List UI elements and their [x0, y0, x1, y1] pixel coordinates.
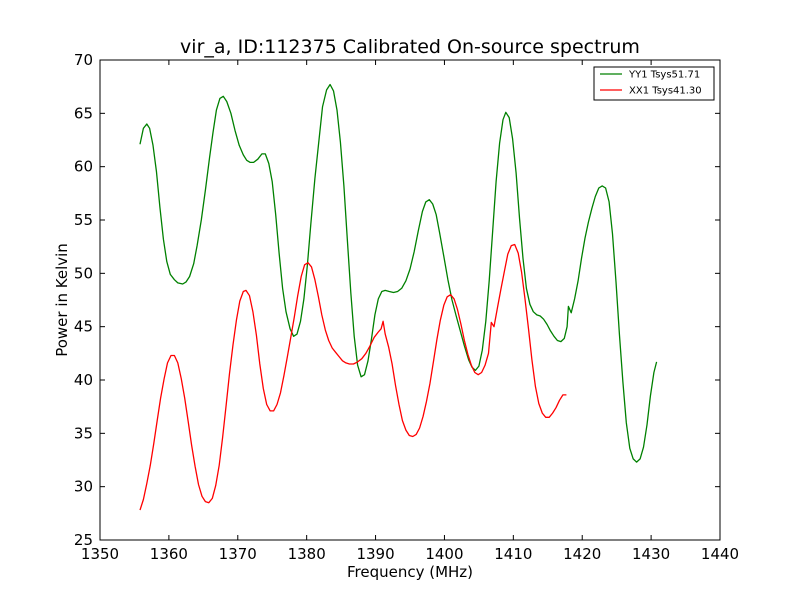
x-tick-label: 1390 — [356, 545, 394, 563]
x-tick-label: 1370 — [219, 545, 257, 563]
y-axis-label: Power in Kelvin — [53, 243, 71, 357]
y-tick-label: 45 — [74, 318, 93, 336]
x-tick-label: 1410 — [494, 545, 532, 563]
y-tick-label: 60 — [74, 158, 93, 176]
series-line-yy1 — [139, 83, 658, 463]
y-axis-ticks: 25 30 35 40 45 50 55 60 65 70 — [74, 51, 720, 549]
y-tick-label: 40 — [74, 371, 93, 389]
y-tick-label: 50 — [74, 264, 93, 282]
y-tick-label: 25 — [74, 531, 93, 549]
x-tick-label: 1430 — [632, 545, 670, 563]
legend-label-xx1: XX1 Tsys41.30 — [629, 86, 702, 97]
x-tick-label: 1440 — [701, 545, 739, 563]
y-tick-label: 70 — [74, 51, 93, 69]
plot-area-frame — [99, 59, 721, 541]
legend: YY1 Tsys51.71 XX1 Tsys41.30 — [593, 66, 715, 101]
y-tick-label: 30 — [74, 478, 93, 496]
legend-label-yy1: YY1 Tsys51.71 — [628, 70, 700, 81]
y-tick-label: 55 — [74, 211, 93, 229]
x-tick-label: 1380 — [288, 545, 326, 563]
chart-title: vir_a, ID:112375 Calibrated On-source sp… — [180, 36, 640, 58]
x-tick-label: 1360 — [150, 545, 188, 563]
y-tick-label: 35 — [74, 424, 93, 442]
series-layer — [139, 83, 658, 511]
y-tick-label: 65 — [74, 104, 93, 122]
x-axis-ticks: 1350 1360 1370 1380 1390 1400 1410 1420 1430 1440 — [81, 60, 739, 563]
x-tick-label: 1420 — [563, 545, 601, 563]
x-tick-label: 1350 — [81, 545, 119, 563]
x-axis-label: Frequency (MHz) — [347, 563, 473, 581]
series-line-xx1 — [139, 243, 567, 511]
legend-frame — [593, 66, 715, 101]
x-tick-label: 1400 — [425, 545, 463, 563]
